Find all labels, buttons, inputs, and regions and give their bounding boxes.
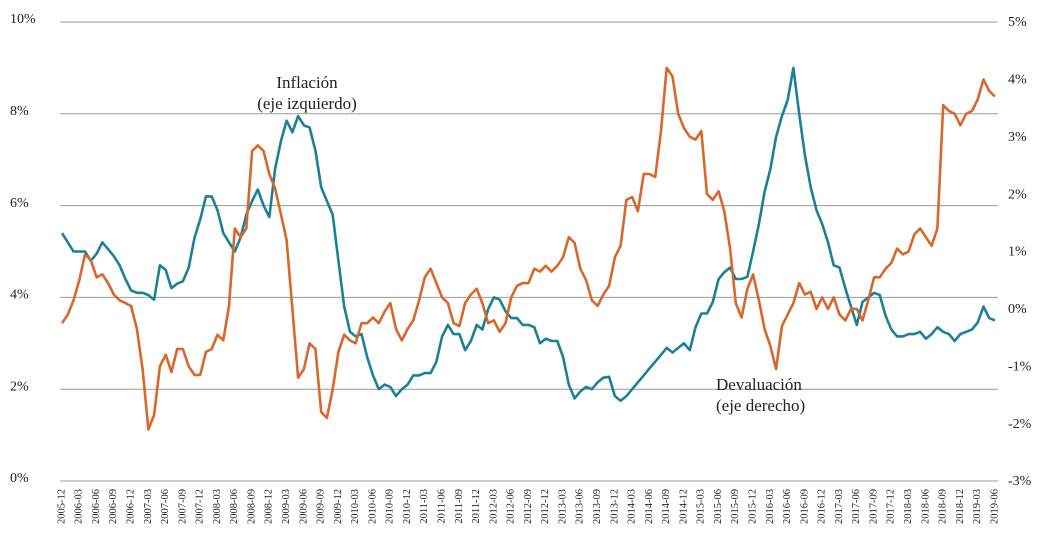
x-tick-label: 2006-06 — [91, 489, 102, 524]
x-tick-label: 2017-09 — [868, 489, 879, 524]
x-tick-label: 2013-09 — [592, 489, 603, 524]
y2-tick-label: 0% — [1008, 302, 1027, 317]
x-tick-label: 2007-06 — [160, 489, 171, 524]
annotation: (eje izquierdo) — [257, 94, 357, 113]
x-tick-label: 2018-03 — [903, 489, 914, 524]
x-tick-label: 2010-03 — [350, 489, 361, 524]
x-tick-label: 2008-03 — [212, 489, 223, 524]
y2-tick-label: -3% — [1008, 474, 1032, 489]
x-tick-label: 2013-03 — [557, 489, 568, 524]
y2-tick-label: 5% — [1008, 15, 1027, 30]
annotation: Devaluación — [716, 375, 802, 394]
x-tick-label: 2008-12 — [264, 489, 275, 524]
x-tick-label: 2015-06 — [713, 489, 724, 524]
x-tick-label: 2009-09 — [316, 489, 327, 524]
x-tick-label: 2011-03 — [419, 489, 430, 524]
y2-tick-label: -2% — [1008, 417, 1032, 432]
x-tick-label: 2006-03 — [74, 489, 85, 524]
x-tick-label: 2010-06 — [367, 489, 378, 524]
x-tick-label: 2016-12 — [817, 489, 828, 524]
x-tick-label: 2018-12 — [955, 489, 966, 524]
x-tick-label: 2015-09 — [730, 489, 741, 524]
x-tick-label: 2011-12 — [471, 489, 482, 524]
x-tick-label: 2009-06 — [298, 489, 309, 524]
series-line — [60, 66, 996, 431]
y2-tick-label: -1% — [1008, 359, 1032, 374]
x-tick-label: 2014-12 — [678, 489, 689, 524]
x-tick-label: 2007-03 — [143, 489, 154, 524]
x-tick-label: 2013-06 — [575, 489, 586, 524]
x-tick-label: 2016-06 — [782, 489, 793, 524]
x-tick-label: 2014-09 — [661, 489, 672, 524]
x-tick-label: 2013-12 — [609, 489, 620, 524]
annotation: Inflación — [276, 73, 338, 92]
y2-tick-label: 1% — [1008, 245, 1027, 260]
x-tick-label: 2006-12 — [126, 489, 137, 524]
x-tick-label: 2010-09 — [385, 489, 396, 524]
x-tick-label: 2015-03 — [696, 489, 707, 524]
x-tick-label: 2019-03 — [972, 489, 983, 524]
y-tick-label: 0% — [10, 471, 29, 486]
y2-tick-label: 3% — [1008, 130, 1027, 145]
x-tick-label: 2005-12 — [56, 489, 67, 524]
x-tick-label: 2018-06 — [920, 489, 931, 524]
x-tick-label: 2014-03 — [627, 489, 638, 524]
x-tick-label: 2011-09 — [454, 489, 465, 524]
x-tick-label: 2010-12 — [402, 489, 413, 524]
x-tick-label: 2008-06 — [229, 489, 240, 524]
x-tick-label: 2007-12 — [195, 489, 206, 524]
annotation: (eje derecho) — [716, 396, 805, 415]
x-tick-label: 2006-09 — [108, 489, 119, 524]
y2-tick-label: 2% — [1008, 187, 1027, 202]
x-tick-label: 2017-03 — [834, 489, 845, 524]
x-tick-label: 2012-12 — [540, 489, 551, 524]
y-tick-label: 8% — [10, 104, 29, 119]
x-tick-label: 2012-03 — [488, 489, 499, 524]
x-tick-label: 2007-09 — [177, 489, 188, 524]
x-tick-label: 2012-06 — [506, 489, 517, 524]
x-tick-label: 2016-03 — [765, 489, 776, 524]
x-tick-label: 2014-06 — [644, 489, 655, 524]
y-tick-label: 4% — [10, 288, 29, 303]
x-tick-label: 2012-09 — [523, 489, 534, 524]
x-tick-label: 2018-09 — [938, 489, 949, 524]
x-tick-label: 2009-03 — [281, 489, 292, 524]
x-tick-label: 2009-12 — [333, 489, 344, 524]
x-tick-label: 2011-06 — [437, 489, 448, 524]
x-tick-label: 2017-12 — [886, 489, 897, 524]
x-tick-label: 2019-06 — [989, 489, 1000, 524]
series-line — [60, 66, 996, 402]
y2-tick-label: 4% — [1008, 73, 1027, 88]
x-tick-label: 2017-06 — [851, 489, 862, 524]
x-tick-label: 2008-09 — [246, 489, 257, 524]
x-tick-label: 2015-12 — [748, 489, 759, 524]
x-tick-label: 2016-09 — [799, 489, 810, 524]
y-tick-label: 2% — [10, 379, 29, 394]
y-tick-label: 6% — [10, 196, 29, 211]
y-tick-label: 10% — [10, 12, 36, 27]
